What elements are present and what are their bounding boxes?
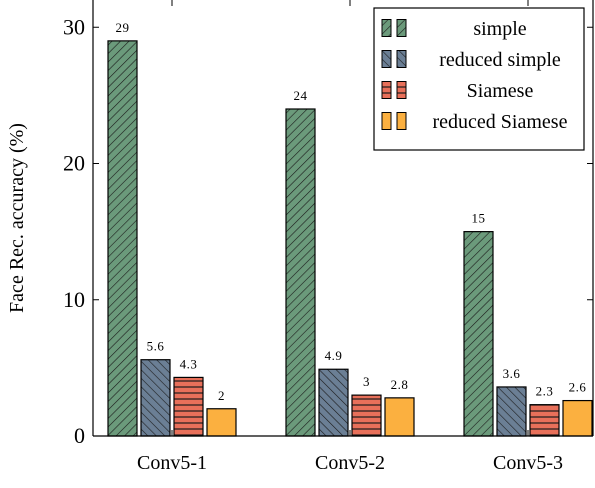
legend-swatch-outline (396, 112, 407, 130)
legend-swatch-pattern (397, 81, 406, 99)
bar-reduced-siamese-conv5-3 (562, 399, 593, 437)
y-tick-label: 10 (63, 287, 85, 312)
x-tick-label: Conv5-1 (137, 452, 207, 474)
legend-entry: reduced simple (381, 49, 561, 71)
bar-reduced-siamese-conv5-2 (384, 397, 415, 437)
legend-swatch-pattern (382, 50, 391, 68)
legend-swatch-fill (397, 112, 406, 130)
legend-swatch-pattern (382, 19, 391, 37)
data-label: 2.6 (569, 380, 587, 395)
data-label: 2.3 (536, 384, 554, 399)
data-label: 15 (472, 211, 486, 226)
data-label: 3.6 (503, 366, 521, 381)
legend-swatch-outline (381, 19, 392, 37)
bar-fill (563, 400, 592, 436)
y-axis-title: Face Rec. accuracy (%) (6, 123, 28, 313)
legend-swatch-outline (381, 81, 392, 99)
data-label: 4.9 (325, 348, 343, 363)
bar-pattern (464, 231, 493, 436)
legend-swatch-pattern (397, 19, 406, 37)
legend-entry: Siamese (381, 80, 534, 102)
legend-entry: simple (381, 18, 527, 40)
y-tick-label: 0 (74, 423, 85, 448)
bar-reduced-simple-conv5-2 (318, 368, 349, 437)
bar-fill (385, 397, 414, 436)
bar-siamese-conv5-3 (529, 404, 560, 437)
bar-pattern (174, 377, 203, 436)
legend-box (373, 7, 585, 151)
legend-swatch-outline (381, 112, 392, 130)
bar-pattern (497, 386, 526, 436)
legend-label: simple (473, 18, 526, 40)
bar-pattern (319, 369, 348, 436)
bar-pattern (286, 109, 315, 436)
x-tick-label: Conv5-2 (315, 452, 385, 474)
data-label: 2.8 (391, 377, 409, 392)
bar-pattern (108, 40, 137, 436)
legend-swatch-pattern (382, 81, 391, 99)
data-label: 2 (218, 388, 225, 403)
bar-simple-conv5-3 (463, 231, 494, 437)
bar-fill (207, 408, 236, 436)
legend-swatch-outline (381, 50, 392, 68)
legend-swatch-pattern (397, 50, 406, 68)
bar-siamese-conv5-2 (351, 394, 382, 437)
bar-reduced-simple-conv5-3 (496, 386, 527, 437)
legend-entry: reduced Siamese (381, 111, 568, 133)
legend-swatch-outline (396, 81, 407, 99)
data-label: 24 (294, 88, 308, 103)
data-label: 3 (363, 374, 370, 389)
legend-swatch-outline (396, 50, 407, 68)
legend-label: reduced Siamese (433, 111, 568, 133)
bar-simple-conv5-2 (285, 108, 316, 437)
x-tick-label: Conv5-3 (493, 452, 563, 474)
data-label: 29 (116, 20, 130, 35)
legend-label: Siamese (467, 80, 534, 102)
bar-pattern (141, 359, 170, 436)
legend-label: reduced simple (439, 49, 561, 71)
data-label: 4.3 (180, 356, 198, 371)
bar-reduced-siamese-conv5-1 (206, 408, 237, 437)
bar-simple-conv5-1 (107, 40, 138, 437)
legend-swatch-fill (382, 112, 391, 130)
data-label: 5.6 (147, 339, 165, 354)
legend-swatch-outline (396, 19, 407, 37)
bar-pattern (352, 395, 381, 436)
legend: simple reduced simple Siamese reduced Siame… (373, 7, 585, 151)
y-tick-label: 30 (63, 14, 85, 39)
y-tick-label: 20 (63, 151, 85, 176)
bar-reduced-simple-conv5-1 (140, 359, 171, 437)
bar-siamese-conv5-1 (173, 376, 204, 437)
bar-pattern (530, 404, 559, 436)
